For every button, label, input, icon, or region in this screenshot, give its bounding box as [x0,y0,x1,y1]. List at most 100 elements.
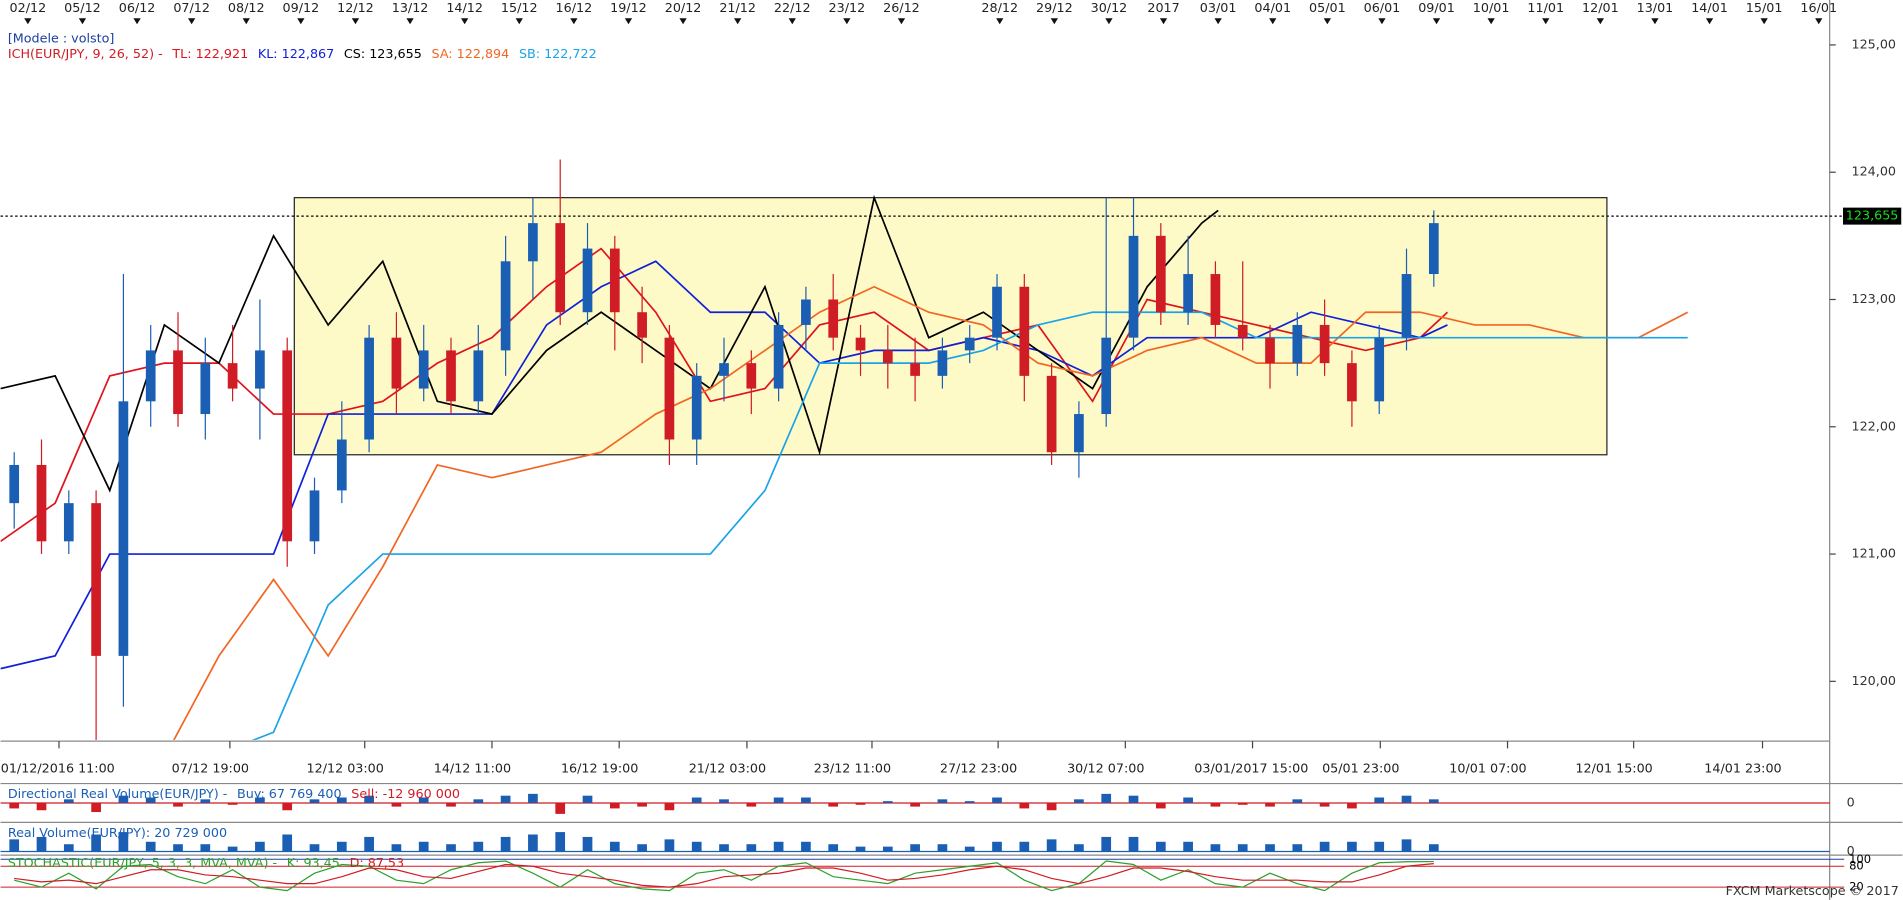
volume-bar [801,841,811,852]
volume-bar [910,802,920,807]
candle-body [1210,274,1221,325]
top-date-tick [515,18,523,25]
candle-body [910,363,920,376]
volume-bar [828,844,839,852]
legend-item: SB: 122,722 [519,47,597,62]
top-date-tick [1159,18,1168,25]
model-label: [Modele : volsto] [8,31,115,46]
top-date-label: 05/12 [64,1,101,16]
x-tick-label: 01/12/2016 11:00 [1,762,115,777]
volume-bar [555,832,566,852]
candle-body [336,439,347,491]
volume-bar [1347,841,1357,852]
volume-bar [1074,844,1084,852]
volume-bar [1401,795,1412,803]
candle-body [118,401,129,656]
candle-body [1155,235,1166,313]
top-date-tick [1050,18,1058,25]
candle-body [582,248,593,313]
top-date-tick [1815,18,1823,25]
candle-body [1237,324,1248,338]
volume-bar [882,846,893,852]
top-date-label: 10/01 [1473,1,1510,16]
candle-body [1265,337,1275,364]
top-date-tick [24,18,32,25]
y-tick-label: 122,00 [1852,419,1897,434]
candle-body [528,223,538,262]
top-date-label: 19/12 [610,1,647,16]
footer: FXCM Marketscope © 2017 [1726,884,1899,899]
volume-bar [1265,802,1275,807]
legend-item: CS: 123,655 [344,47,422,62]
volume-bar [473,799,484,803]
top-date-tick [1760,18,1768,25]
x-tick-label: 27/12 23:00 [940,762,1017,777]
top-date-tick [1705,18,1714,25]
x-tick-label: 05/01 23:00 [1322,762,1399,777]
top-date-label: 14/12 [446,1,483,16]
indicator-line [0,247,1449,543]
x-tick-label: 12/12 03:00 [307,762,384,777]
top-date-label: 28/12 [981,1,1018,16]
x-tick-label: 07/12 19:00 [172,762,249,777]
candle-body [1019,286,1030,376]
top-date-tick [897,18,906,25]
volume-bar [1428,844,1439,852]
top-date-label: 05/01 [1309,1,1346,16]
candle-body [1292,324,1303,364]
candle-body [1347,363,1357,402]
top-date-tick [679,18,687,25]
volume-bar [1019,841,1030,852]
candle-body [828,299,839,338]
candle-body [746,363,757,389]
volume-bar [391,844,402,852]
volume-bar [964,846,975,852]
top-date-tick [843,18,851,25]
volume-bar [91,834,101,852]
volume-bar [1347,802,1357,809]
candle-body [1101,337,1112,415]
top-date-label: 08/12 [228,1,265,16]
volume-bar [1155,802,1166,809]
panel-label: Directional Real Volume(EUR/JPY) - [8,787,228,802]
candle-body [173,350,183,415]
y-tick-label: 80 [1849,859,1864,873]
volume-bar [528,834,538,852]
volume-bar [937,799,948,803]
volume-bar [1292,799,1303,803]
candle-body [1183,274,1193,313]
volume-bar [582,795,593,803]
candle-body [500,261,511,351]
top-date-tick [297,18,305,25]
volume-bar [664,839,675,852]
volume-bar [1428,799,1439,803]
volume-bar [691,841,702,852]
candle-body [855,337,866,351]
x-tick-label: 16/12 19:00 [561,762,638,777]
volume-bar [773,797,784,803]
volume-bar [1101,836,1112,852]
volume-bar [855,802,866,805]
volume-bar [555,802,566,814]
volume-bar [500,795,511,803]
candle-body [1428,223,1439,275]
top-date-label: 29/12 [1036,1,1073,16]
volume-bar [746,802,757,807]
x-tick-label: 14/12 11:00 [434,762,511,777]
volume-bar [36,802,47,811]
volume-bar [637,844,647,852]
volume-bar [992,841,1002,852]
volume-bar [145,797,156,803]
top-date-label: 13/01 [1637,1,1674,16]
x-tick-label: 12/01 15:00 [1575,762,1652,777]
y-tick-label: 120,00 [1852,674,1897,689]
top-date-label: 2017 [1147,1,1179,16]
y-tick-label: 100 [1849,852,1871,866]
volume-bar [1210,802,1221,807]
volume-bar [118,832,129,852]
candle-body [992,286,1002,338]
candle-body [773,324,784,389]
top-date-label: 07/12 [173,1,210,16]
volume-bar [801,797,811,803]
